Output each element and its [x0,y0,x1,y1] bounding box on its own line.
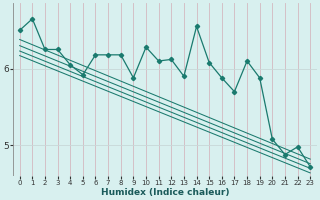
X-axis label: Humidex (Indice chaleur): Humidex (Indice chaleur) [101,188,229,197]
